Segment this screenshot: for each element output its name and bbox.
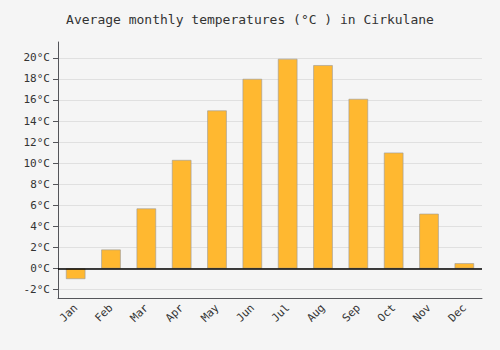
svg-text:8°C: 8°C	[30, 178, 50, 191]
svg-text:0°C: 0°C	[30, 262, 50, 275]
svg-text:Jun: Jun	[234, 301, 257, 324]
svg-text:Aug: Aug	[304, 301, 327, 324]
svg-text:18°C: 18°C	[24, 72, 51, 85]
svg-text:Sep: Sep	[340, 301, 363, 324]
svg-text:May: May	[198, 301, 221, 324]
svg-text:Apr: Apr	[163, 301, 186, 324]
svg-text:Mar: Mar	[128, 301, 151, 324]
svg-text:4°C: 4°C	[30, 220, 50, 233]
svg-text:14°C: 14°C	[24, 115, 51, 128]
svg-text:Dec: Dec	[446, 301, 469, 324]
svg-text:12°C: 12°C	[24, 136, 51, 149]
svg-text:Oct: Oct	[375, 301, 398, 324]
svg-text:Nov: Nov	[410, 301, 433, 324]
svg-text:Average monthly temperatures (: Average monthly temperatures (°C ) in Ci…	[66, 12, 434, 27]
svg-text:6°C: 6°C	[30, 199, 50, 212]
svg-text:Jan: Jan	[57, 301, 80, 324]
svg-text:-2°C: -2°C	[24, 283, 51, 296]
svg-text:16°C: 16°C	[24, 93, 51, 106]
svg-text:Jul: Jul	[269, 301, 292, 324]
svg-text:Feb: Feb	[92, 301, 115, 324]
svg-text:20°C: 20°C	[24, 51, 51, 64]
svg-text:10°C: 10°C	[24, 157, 51, 170]
svg-text:2°C: 2°C	[30, 241, 50, 254]
